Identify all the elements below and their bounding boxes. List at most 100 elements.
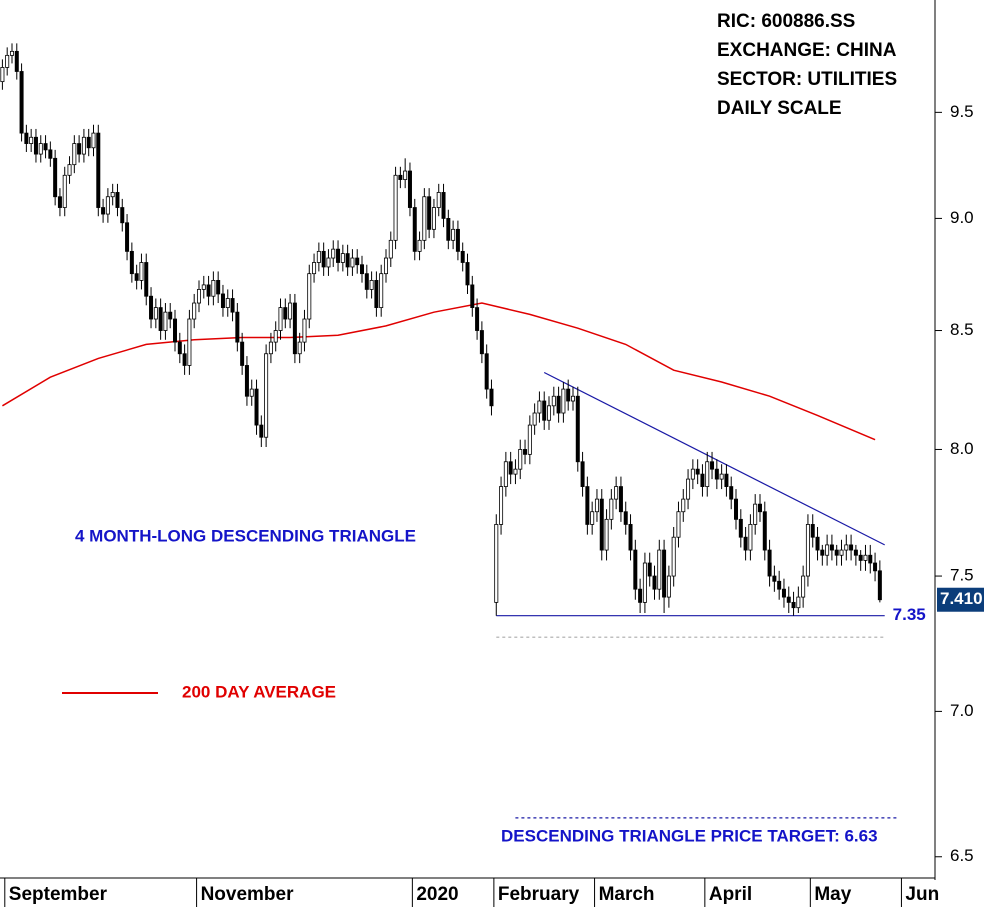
candle-body	[820, 549, 825, 556]
candle-body	[412, 207, 417, 252]
candle-body	[714, 468, 719, 480]
candle-body	[585, 486, 590, 525]
candle-body	[666, 575, 671, 598]
candle-body	[168, 311, 173, 320]
candle-body	[417, 239, 422, 252]
x-tick-label: February	[498, 884, 580, 905]
candle-body	[805, 524, 810, 577]
candle-body	[590, 511, 595, 525]
candle-body	[312, 262, 317, 275]
candle-body	[609, 498, 614, 520]
x-tick-label: September	[9, 884, 108, 905]
y-tick-label: 9.5	[950, 102, 974, 121]
x-tick-label: May	[814, 884, 851, 905]
candle-body	[537, 400, 542, 414]
candle-body	[633, 549, 638, 590]
candle-body	[326, 257, 331, 268]
candle-body	[786, 596, 791, 603]
candle-body	[211, 280, 216, 297]
candle-body	[230, 298, 235, 313]
candle-body	[532, 412, 537, 426]
x-tick-label: 2020	[416, 884, 458, 905]
candle-body	[767, 549, 772, 577]
candle-body	[336, 248, 341, 263]
candle-body	[652, 575, 657, 590]
legend-label: 200 DAY AVERAGE	[182, 682, 336, 701]
candle-body	[446, 218, 451, 241]
candle-body	[96, 132, 101, 208]
candle-body	[676, 511, 681, 538]
moving-average	[2, 302, 876, 441]
candle-body	[182, 353, 187, 366]
y-tick-label: 8.5	[950, 320, 974, 339]
x-tick-label: November	[201, 884, 295, 905]
candle-body	[125, 222, 130, 252]
candle-body	[738, 518, 743, 538]
candle-body	[81, 136, 86, 155]
info-text: RIC: 600886.SS	[717, 11, 855, 32]
candle-body	[849, 544, 854, 551]
candle-body	[216, 280, 221, 295]
candle-body	[86, 136, 91, 149]
candle-body	[460, 250, 465, 263]
candle-body	[264, 353, 269, 438]
candle-body	[465, 262, 470, 286]
candle-body	[331, 248, 336, 259]
candle-body	[594, 498, 599, 513]
candle-body	[48, 149, 53, 159]
candle-body	[115, 192, 120, 208]
candle-body	[575, 395, 580, 463]
candle-body	[244, 365, 249, 397]
x-tick-label: Jun	[905, 884, 939, 905]
last-price-box	[937, 587, 984, 612]
candle-body	[288, 302, 293, 320]
candle-body	[801, 575, 806, 598]
candle-body	[360, 264, 365, 275]
candle-body	[815, 536, 820, 551]
candle-body	[551, 395, 556, 407]
candle-body	[177, 341, 182, 355]
candle-body	[547, 405, 552, 421]
candle-body	[829, 544, 834, 551]
candle-body	[710, 461, 715, 470]
info-text: SECTOR: UTILITIES	[717, 69, 897, 90]
candle-body	[690, 468, 695, 480]
candle-body	[527, 424, 532, 455]
y-tick-label: 7.0	[950, 701, 974, 720]
candle-body	[671, 536, 676, 577]
candle-body	[220, 293, 225, 308]
candle-body	[834, 549, 839, 556]
candle-body	[316, 250, 321, 263]
candle-body	[657, 549, 662, 590]
candle-body	[753, 503, 758, 525]
candle-body	[877, 570, 882, 601]
candle-body	[173, 318, 178, 343]
x-tick-label: March	[599, 884, 655, 905]
candle-body	[781, 588, 786, 598]
candle-body	[403, 170, 408, 180]
candle-body	[350, 257, 355, 268]
candle-body	[33, 136, 38, 155]
last-price-label: 7.410	[940, 589, 983, 608]
candle-body	[283, 307, 288, 320]
candle-body	[77, 143, 82, 155]
candle-body	[863, 554, 868, 561]
candle-body	[388, 239, 393, 259]
candle-body	[542, 400, 547, 421]
candle-body	[62, 174, 67, 208]
candle-body	[9, 50, 14, 56]
candle-body	[729, 486, 734, 500]
candle-body	[91, 132, 96, 149]
candle-body	[561, 388, 566, 414]
candle-body	[134, 273, 139, 281]
candle-body	[499, 486, 504, 525]
y-tick-label: 7.5	[950, 566, 974, 585]
candle-body	[307, 273, 312, 320]
candle-body	[259, 424, 264, 438]
candle-body	[105, 196, 110, 215]
y-tick-label: 6.5	[950, 846, 974, 865]
candle-body	[38, 143, 43, 155]
candle-body	[700, 473, 705, 487]
candle-body	[345, 253, 350, 268]
support-label: 7.35	[893, 605, 926, 624]
